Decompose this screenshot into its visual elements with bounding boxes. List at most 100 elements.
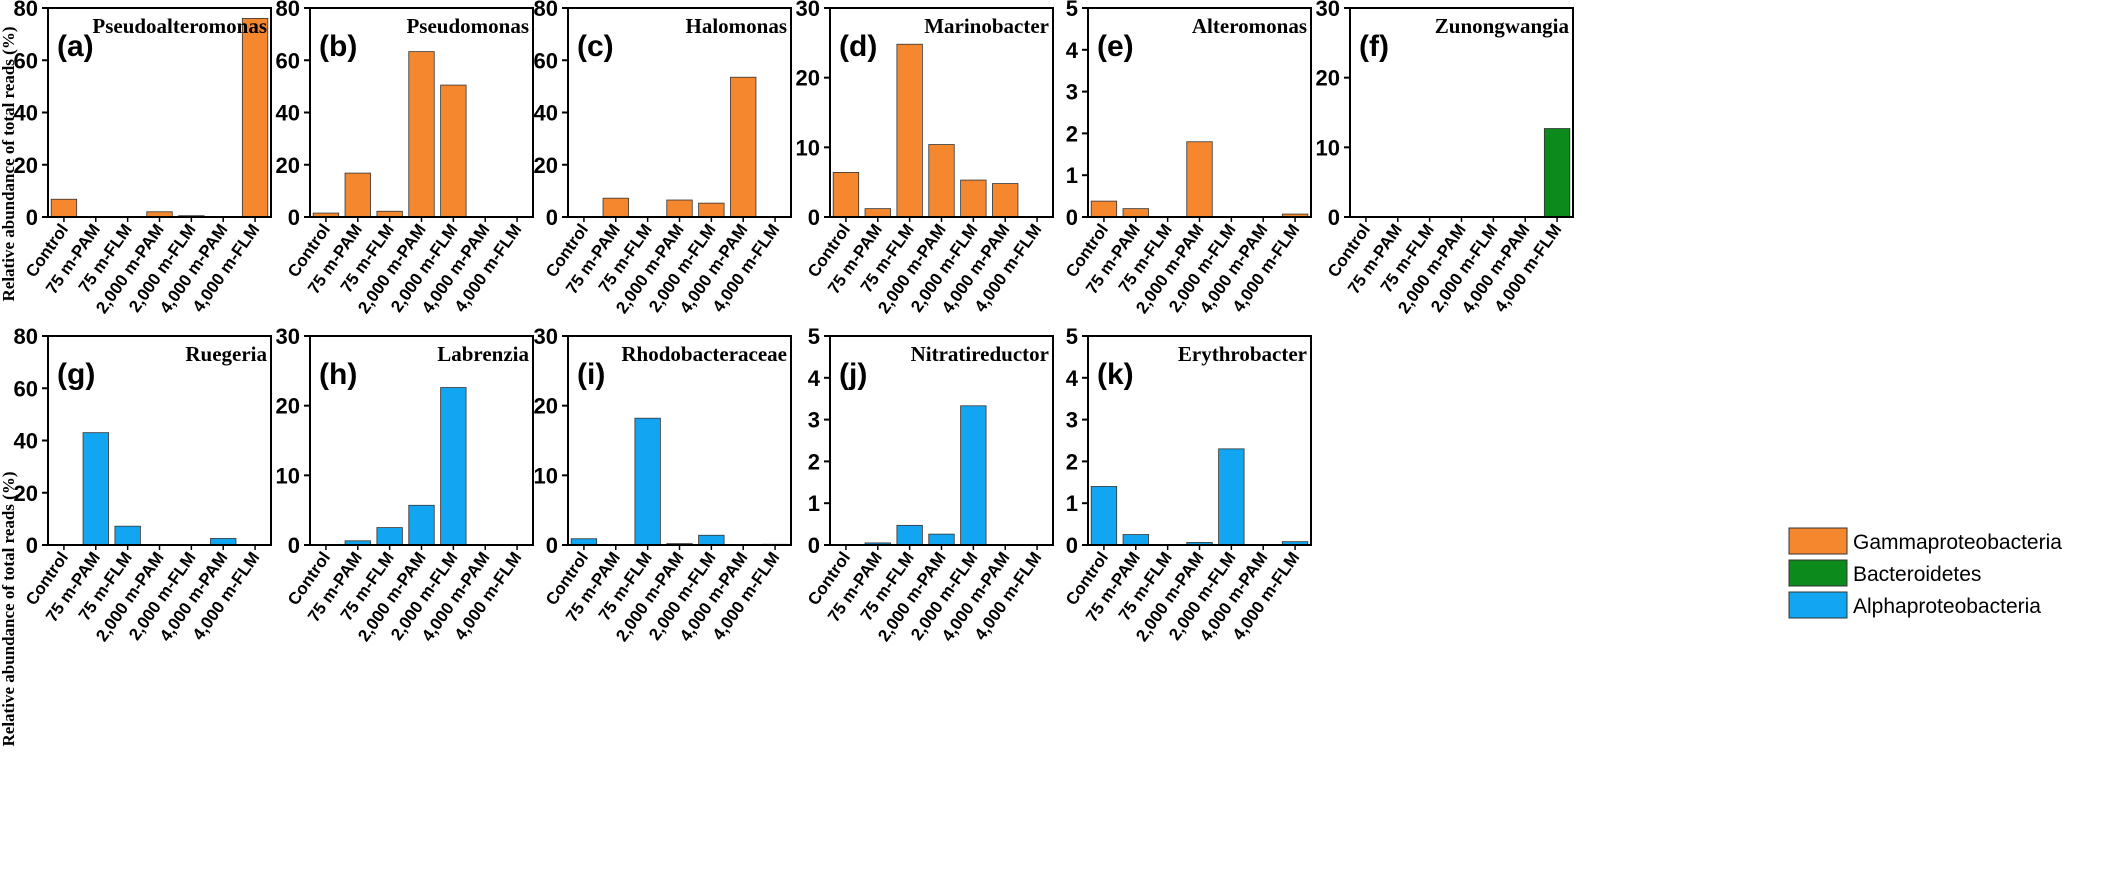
bar-1: [50, 198, 78, 218]
y-tick-label: 20: [276, 394, 300, 419]
legend-swatch: [1788, 527, 1848, 555]
bar-6: [992, 183, 1019, 218]
y-tick-label: 20: [14, 481, 38, 506]
y-tick-label: 3: [1066, 80, 1078, 105]
bar-5: [440, 387, 467, 546]
bar-7: [241, 18, 269, 218]
y-tick-label: 20: [1316, 66, 1340, 91]
bar-2: [1122, 208, 1149, 218]
y-tick-label: 20: [14, 153, 38, 178]
y-tick-label: 5: [1066, 324, 1078, 349]
y-tick-label: 4: [808, 366, 821, 391]
y-tick-label: 0: [1066, 205, 1078, 230]
legend-item-1: Gammaproteobacteria: [1788, 527, 2062, 555]
y-tick-label: 10: [1316, 135, 1340, 160]
bar-1: [832, 172, 860, 218]
y-tick-label: 0: [26, 205, 38, 230]
y-tick-label: 60: [14, 376, 38, 401]
legend-label: Gammaproteobacteria: [1853, 531, 2062, 554]
panel-title: Labrenzia: [437, 342, 529, 366]
y-tick-label: 1: [1066, 163, 1078, 188]
bar-3: [376, 527, 403, 546]
panel-letter: (b): [319, 30, 357, 63]
legend-label: Bacteroidetes: [1853, 563, 1981, 586]
panel-title: Marinobacter: [924, 14, 1049, 38]
panel-title: Ruegeria: [185, 342, 267, 366]
y-tick-label: 3: [808, 408, 820, 433]
panel-letter: (c): [577, 30, 614, 63]
bar-1: [1090, 486, 1118, 546]
bar-2: [864, 208, 891, 218]
y-tick-label: 0: [546, 533, 558, 558]
panel-title: Rhodobacteraceae: [621, 342, 787, 366]
y-tick-label: 40: [276, 101, 300, 126]
panel-letter: (h): [319, 358, 357, 391]
bar-3: [896, 524, 923, 546]
bar-3: [634, 417, 661, 546]
y-tick-label: 30: [534, 324, 558, 349]
bar-5: [960, 179, 987, 218]
panel-letter: (g): [57, 358, 95, 391]
bar-5: [440, 84, 467, 218]
y-tick-label: 0: [808, 205, 820, 230]
bar-4: [928, 144, 955, 218]
y-tick-label: 2: [1066, 449, 1078, 474]
y-tick-label: 80: [14, 324, 38, 349]
y-tick-label: 0: [546, 205, 558, 230]
panel-letter: (f): [1359, 30, 1389, 63]
y-tick-label: 10: [276, 463, 300, 488]
bar-2: [82, 432, 109, 546]
y-tick-label: 2: [808, 449, 820, 474]
legend-label: Alphaproteobacteria: [1853, 595, 2041, 618]
y-tick-label: 0: [288, 533, 300, 558]
bar-2: [344, 172, 371, 218]
y-tick-label: 4: [1066, 366, 1079, 391]
y-tick-label: 4: [1066, 38, 1079, 63]
bar-5: [1218, 448, 1245, 546]
y-axis-label-bottom: Relative abundance of total reads (%): [0, 472, 18, 747]
panel-letter: (d): [839, 30, 877, 63]
y-tick-label: 10: [534, 463, 558, 488]
panel-letter: (i): [577, 358, 605, 391]
legend-item-3: Alphaproteobacteria: [1788, 591, 2041, 619]
y-tick-label: 1: [808, 491, 820, 516]
panel-title: Pseudomonas: [406, 14, 529, 38]
bar-7: [1543, 128, 1571, 218]
bar-3: [114, 525, 141, 546]
panel-title: Nitratireductor: [911, 342, 1049, 366]
y-tick-label: 30: [276, 324, 300, 349]
bar-5: [698, 534, 725, 546]
panel-letter: (a): [57, 30, 94, 63]
y-tick-label: 1: [1066, 491, 1078, 516]
panel-title: Erythrobacter: [1178, 342, 1307, 366]
y-tick-label: 0: [808, 533, 820, 558]
bar-4: [1186, 141, 1213, 218]
y-tick-label: 30: [796, 0, 820, 21]
legend: Gammaproteobacteria Bacteroidetes Alphapro…: [1788, 527, 2062, 619]
panel-title: Zunongwangia: [1435, 14, 1570, 38]
y-tick-label: 60: [276, 48, 300, 73]
y-tick-label: 20: [276, 153, 300, 178]
bar-4: [408, 51, 435, 218]
bar-5: [960, 405, 987, 546]
y-tick-label: 60: [534, 48, 558, 73]
panel-letter: (k): [1097, 358, 1134, 391]
legend-swatch: [1788, 591, 1848, 619]
bar-5: [698, 202, 725, 218]
bar-4: [408, 504, 435, 546]
y-tick-label: 80: [534, 0, 558, 21]
y-tick-label: 5: [808, 324, 820, 349]
y-tick-label: 0: [1328, 205, 1340, 230]
bar-1: [1090, 200, 1118, 218]
legend-swatch: [1788, 559, 1848, 587]
y-tick-label: 5: [1066, 0, 1078, 21]
